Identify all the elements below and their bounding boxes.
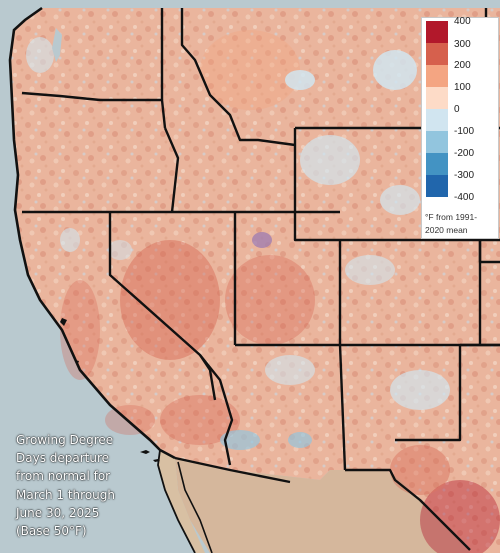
puget-sound — [52, 28, 62, 62]
legend-swatch-200-300 — [426, 43, 448, 65]
legend-swatch-neg400-neg300 — [426, 175, 448, 197]
caption-line: Days departure — [16, 451, 110, 466]
land-west — [10, 8, 500, 553]
legend-tick: -300 — [454, 170, 475, 181]
legend-swatch-300-400 — [426, 21, 448, 43]
legend-tick: -200 — [454, 148, 475, 159]
cool-anomaly-regions — [26, 37, 450, 450]
warm-anomaly-regions — [60, 30, 500, 553]
color-legend: 400 300 200 100 0 -100 -200 -300 -400 °F… — [421, 16, 499, 239]
caption-line: from normal for — [16, 469, 111, 484]
baja-outline — [157, 449, 196, 553]
legend-tick: 100 — [454, 82, 471, 93]
legend-swatch-neg200-neg100 — [426, 131, 448, 153]
caption-line: March 1 through — [16, 487, 115, 502]
baja-peninsula — [158, 450, 205, 553]
caption-line: (Base 50°F) — [16, 524, 87, 539]
legend-tick: 400 — [454, 16, 471, 27]
caption-line: Growing Degree — [16, 433, 114, 447]
legend-swatch-neg300-neg200 — [426, 153, 448, 175]
legend-units-line2: 2020 mean — [425, 225, 468, 235]
legend-tick: -400 — [454, 192, 475, 203]
caption-line: June 30, 2025 — [16, 505, 100, 520]
sf-bay — [60, 318, 67, 326]
legend-swatch-0-100 — [426, 87, 448, 109]
legend-swatch-neg100-0 — [426, 109, 448, 131]
gulf-coastline — [177, 461, 213, 553]
legend-tick: -100 — [454, 126, 475, 137]
legend-tick: 300 — [454, 39, 471, 50]
map-caption: Growing Degree Days departure from norma… — [16, 431, 166, 540]
legend-units: °F from 1991- 2020 mean — [425, 211, 499, 237]
legend-tick: 0 — [454, 104, 460, 115]
legend-units-line1: °F from 1991- — [425, 212, 478, 222]
pacific-coastline — [8, 6, 176, 460]
legend-swatch-100-200 — [426, 65, 448, 87]
channel-islands — [140, 450, 160, 462]
legend-tick: 200 — [454, 60, 471, 71]
monterey-coast — [75, 360, 79, 366]
